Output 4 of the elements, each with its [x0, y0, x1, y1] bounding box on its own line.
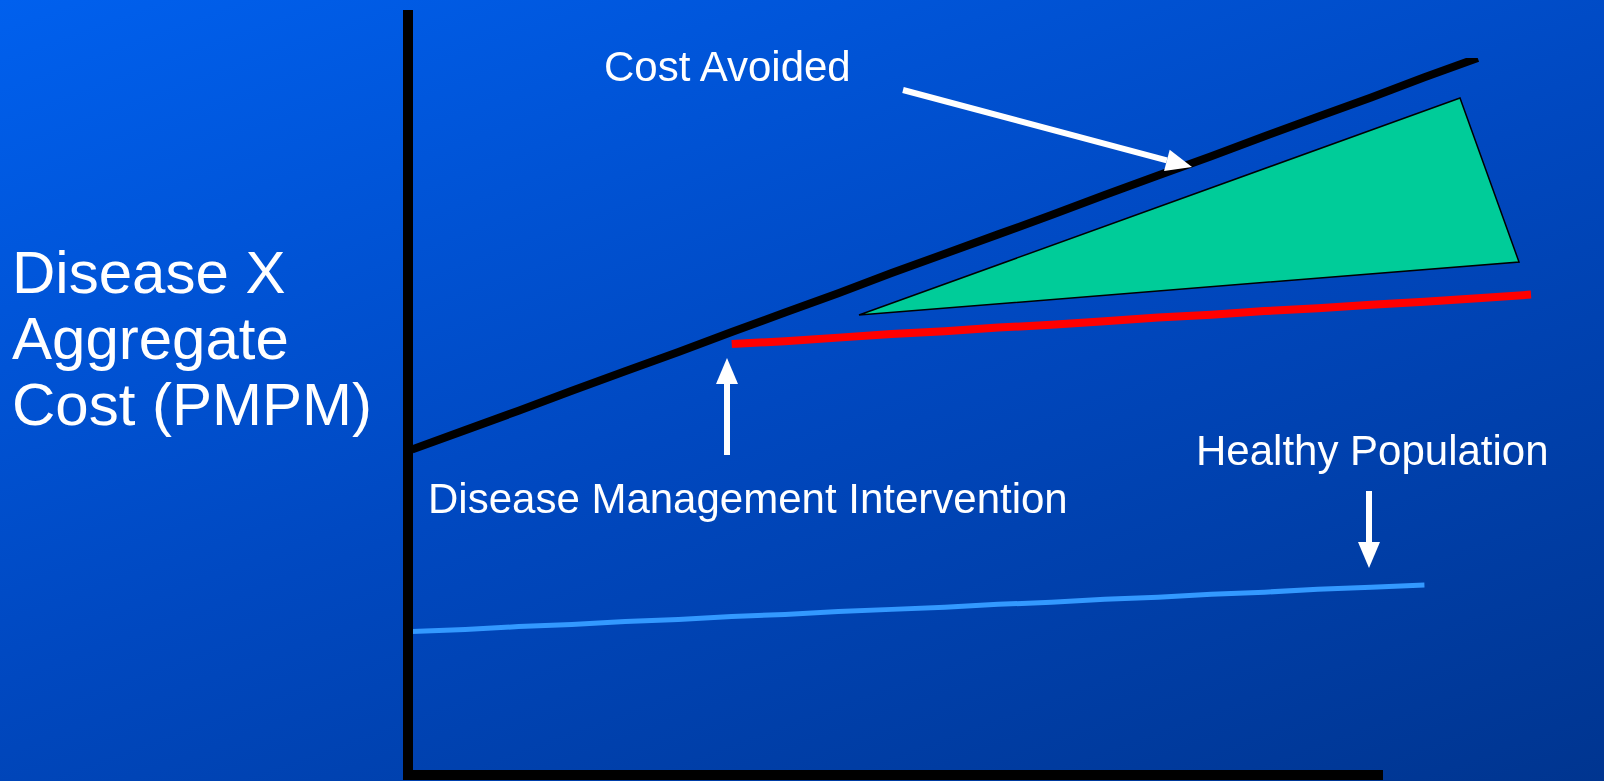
annotation: Disease Management Intervention	[428, 475, 1068, 523]
y-axis-title: Disease X Aggregate Cost (PMPM)	[12, 239, 372, 438]
annotation: Healthy Population	[1196, 427, 1549, 475]
annotation: Cost Avoided	[604, 43, 851, 91]
